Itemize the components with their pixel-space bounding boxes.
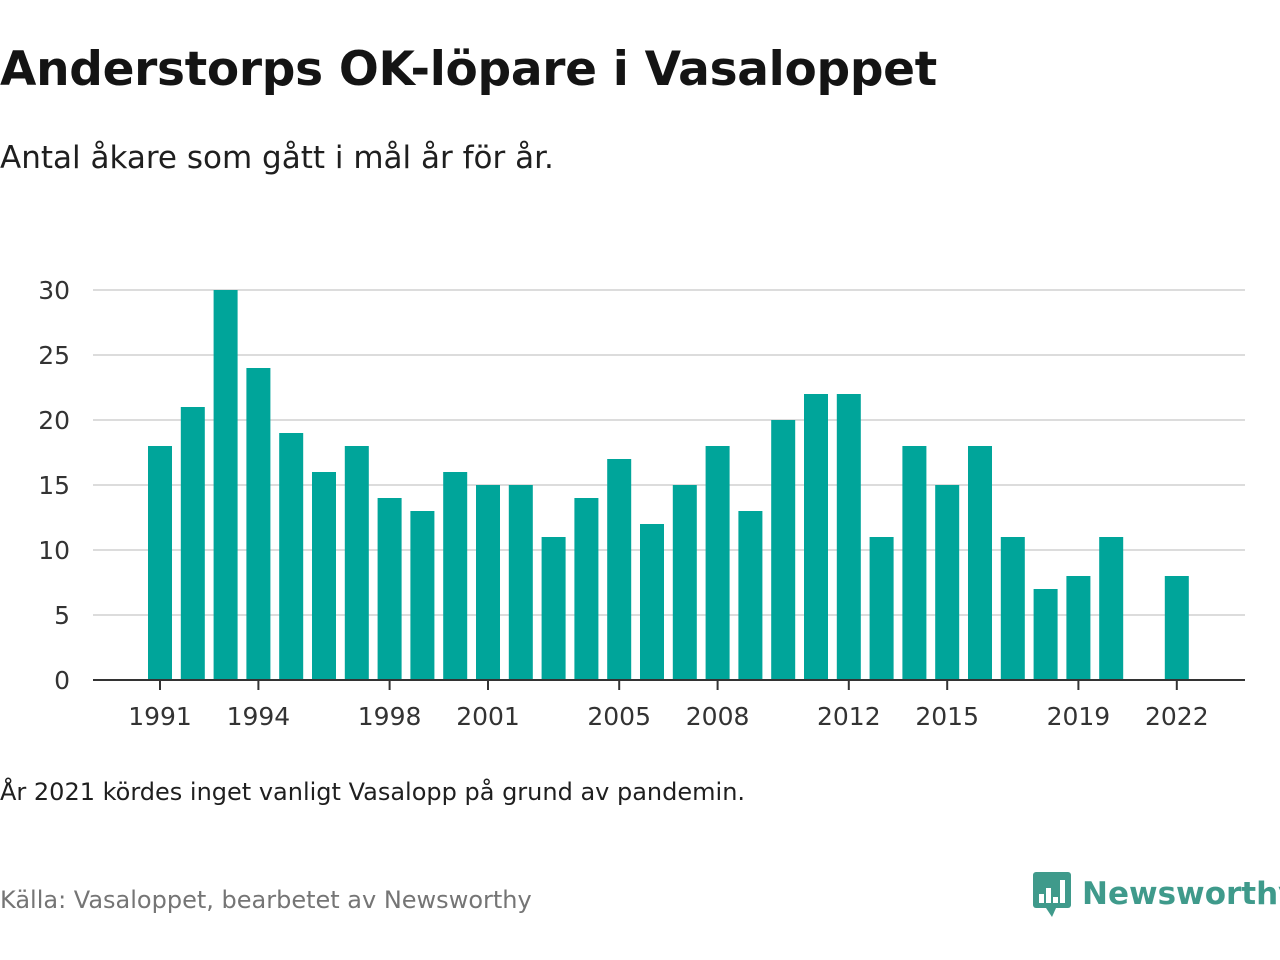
bar-1995: [279, 433, 304, 680]
y-axis-ticks: 0 5 10 15 20 25 30: [38, 276, 70, 695]
bar-2001: [476, 485, 500, 680]
y-tick-label: 0: [54, 666, 70, 695]
bar-1993: [213, 290, 238, 680]
bar-1991: [148, 446, 172, 680]
x-tick-label: 2022: [1145, 702, 1209, 731]
chart-footnote: År 2021 kördes inget vanligt Vasalopp på…: [0, 778, 746, 806]
bars: [148, 290, 1189, 680]
y-tick-label: 20: [38, 406, 70, 435]
bar-2014: [902, 446, 927, 680]
source-text: Källa: Vasaloppet, bearbetet av Newswort…: [0, 886, 532, 914]
bar-2013: [869, 537, 894, 680]
bar-2005: [607, 459, 632, 680]
bar-2017: [1000, 537, 1025, 680]
bar-2000: [443, 472, 468, 680]
x-tick-label: 1998: [358, 702, 422, 731]
x-tick-label: 2008: [686, 702, 750, 731]
x-tick-label: 1994: [227, 702, 291, 731]
newsworthy-chart-bubble-icon: [1033, 872, 1071, 917]
x-tick-label: 2005: [587, 702, 651, 731]
bar-2012: [836, 394, 861, 680]
newsworthy-logo[interactable]: Newsworthy: [1032, 870, 1280, 918]
bar-2004: [574, 498, 599, 680]
bar-2003: [541, 537, 566, 680]
bar-2019: [1066, 576, 1091, 680]
x-axis-ticks: 1991 1994 1998 2001 2005 2008 2012 2015 2019 2022: [128, 680, 1209, 731]
bar-2015: [935, 485, 960, 680]
x-tick-label: 2012: [817, 702, 881, 731]
bar-1997: [344, 446, 369, 680]
y-tick-label: 30: [38, 276, 70, 305]
y-tick-label: 5: [54, 601, 70, 630]
bar-1994: [246, 368, 271, 680]
bar-2007: [672, 485, 697, 680]
bar-1996: [312, 472, 336, 680]
y-tick-label: 25: [38, 341, 70, 370]
bar-2016: [968, 446, 992, 680]
bar-2022: [1164, 576, 1189, 680]
bar-1992: [180, 407, 205, 680]
bar-2009: [738, 511, 763, 680]
x-tick-label: 2019: [1047, 702, 1111, 731]
bar-2002: [508, 485, 533, 680]
y-tick-label: 15: [38, 471, 70, 500]
bar-1999: [410, 511, 435, 680]
bar-1998: [377, 498, 402, 680]
y-tick-label: 10: [38, 536, 70, 565]
x-tick-label: 1991: [128, 702, 192, 731]
bar-2010: [771, 420, 796, 680]
bar-2018: [1033, 589, 1058, 680]
chart-title: Anderstorps OK-löpare i Vasaloppet: [0, 42, 937, 97]
bar-2011: [804, 394, 828, 680]
bar-chart: 0 5 10 15 20 25 30 1991 1994 1998 2001 2005 2008 201…: [38, 276, 1245, 731]
newsworthy-wordmark: Newsworthy: [1082, 876, 1280, 912]
x-tick-label: 2001: [456, 702, 520, 731]
chart-subtitle: Antal åkare som gått i mål år för år.: [0, 140, 554, 176]
bar-2020: [1099, 537, 1124, 680]
x-tick-label: 2015: [915, 702, 979, 731]
bar-2006: [640, 524, 664, 680]
bar-2008: [705, 446, 730, 680]
